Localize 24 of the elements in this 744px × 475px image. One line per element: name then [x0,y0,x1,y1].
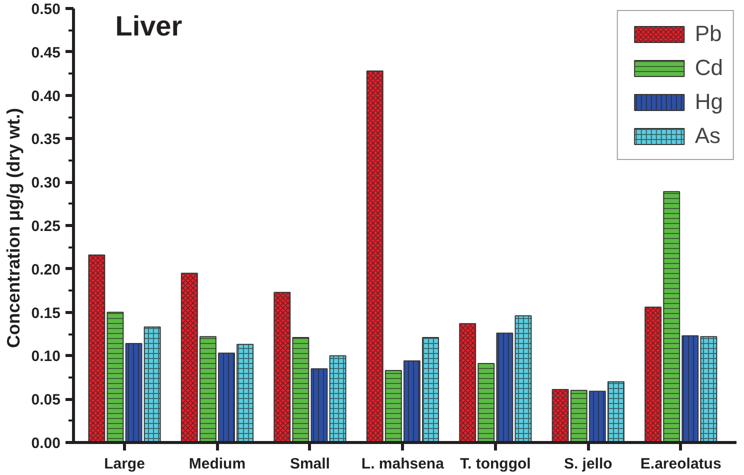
y-tick-label: 0.40 [31,88,61,105]
legend-label: Hg [694,89,723,115]
x-tick-label: Medium [188,456,246,472]
legend-label: As [694,123,721,149]
y-axis-title: Concentration μg/g (dry wt.) [3,108,24,348]
y-tick-label: 0.35 [31,131,61,148]
legend-label: Pb [694,21,722,47]
y-tick-label: 0.50 [31,1,61,18]
x-tick-label: L. mahsena [361,456,445,472]
y-tick-label: 0.00 [31,435,61,452]
y-tick-label: 0.15 [31,304,61,322]
legend-label: Cd [694,55,723,81]
chart-title: Liver [115,10,182,42]
x-tick-label: T. tonggol [460,456,531,472]
x-tick-label: Small [290,456,330,472]
x-tick-label: E.areolatus [640,456,722,472]
x-tick-label: Large [104,456,145,472]
y-tick-label: 0.25 [31,218,61,235]
y-tick-label: 0.05 [31,392,61,409]
y-tick-label: 0.30 [31,174,61,192]
y-tick-label: 0.20 [31,261,61,278]
y-tick-label: 0.45 [31,44,61,62]
y-tick-label: 0.10 [31,348,61,366]
x-tick-label: S. jello [564,456,612,472]
